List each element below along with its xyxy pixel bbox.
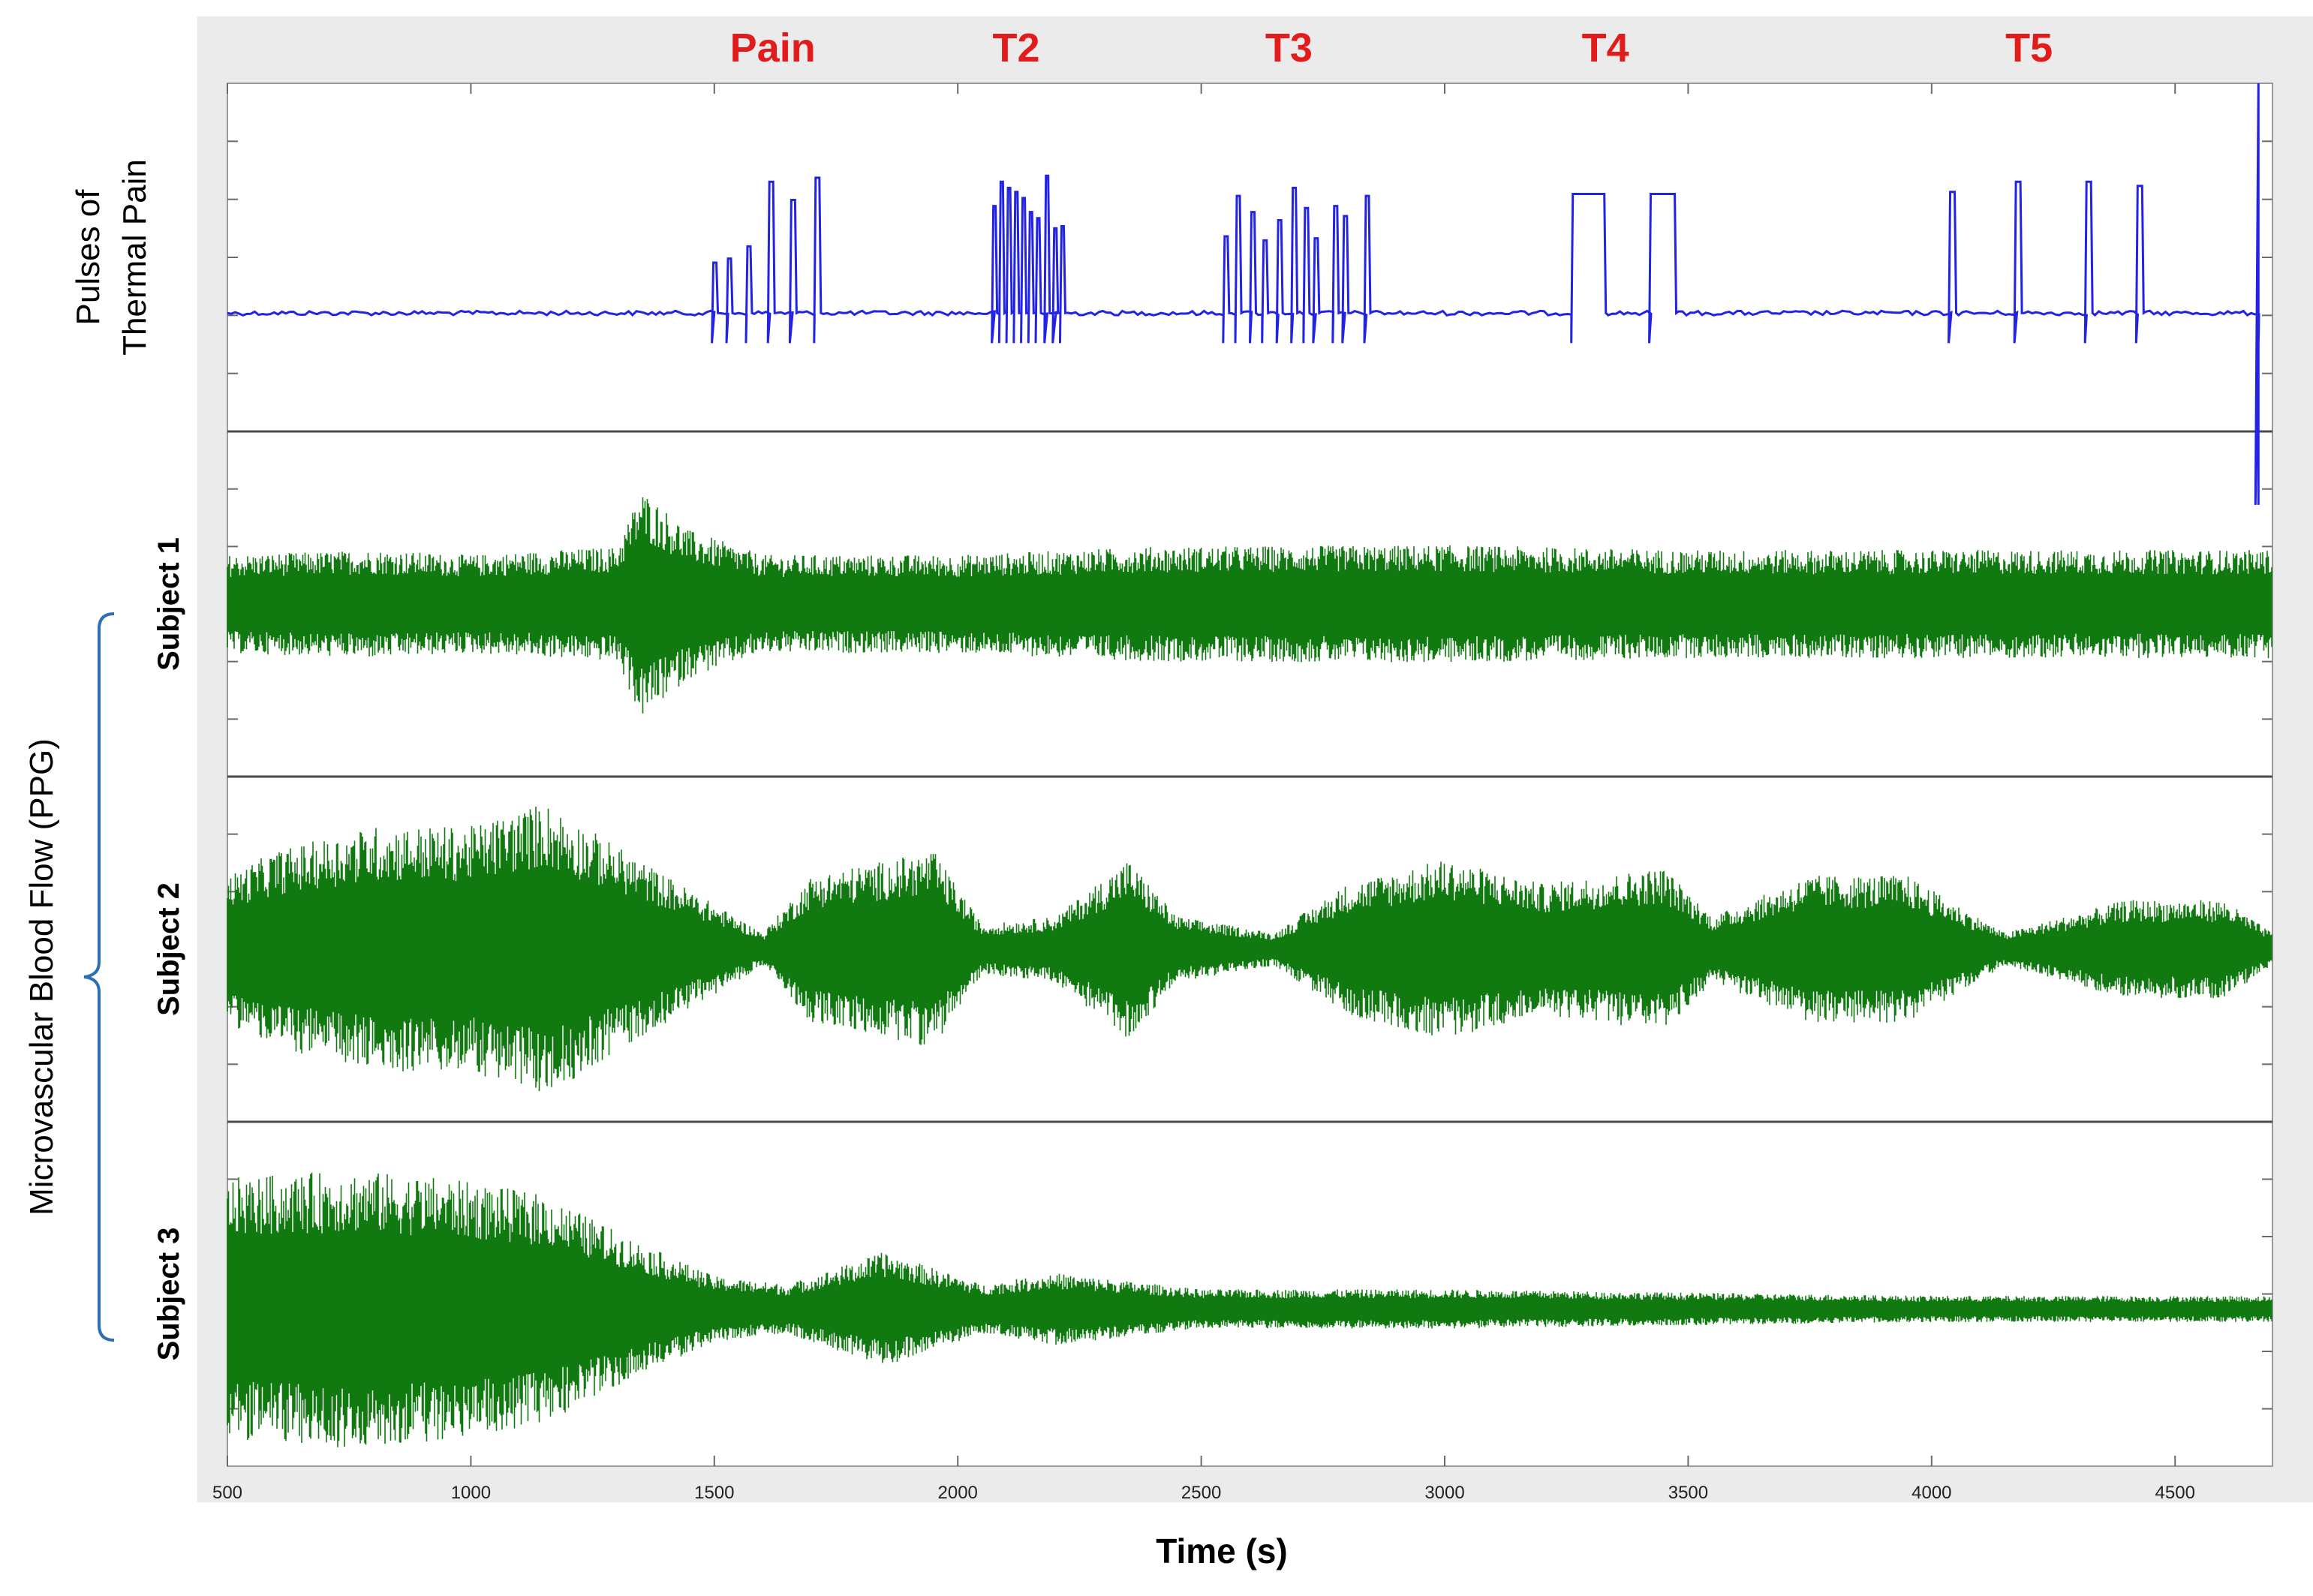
series-subject-3	[227, 1172, 2272, 1447]
x-axis-label: Time (s)	[1156, 1531, 1288, 1570]
annotation-pain: Pain	[730, 26, 816, 71]
series-subject-2	[227, 807, 2272, 1092]
series-subject-1	[227, 497, 2272, 714]
annotation-t4: T4	[1582, 26, 1629, 71]
group-label-text: Microvascular Blood Flow (PPG)	[23, 738, 60, 1216]
panel-label-subject-2: Subject 2	[152, 882, 185, 1016]
x-tick-label: 4500	[2155, 1483, 2195, 1503]
x-tick-label: 2000	[938, 1483, 978, 1503]
x-tick-label: 1500	[694, 1483, 734, 1503]
annotations: Pain T2 T3 T4 T5	[730, 26, 2053, 71]
x-tick-label: 2500	[1181, 1483, 1221, 1503]
panels: Subject 1 Subject 2 Subject 3 Pulses of Ther…	[70, 83, 2272, 1447]
x-tick-label: 1000	[451, 1483, 491, 1503]
panel-label-pain: Pulses of Thermal Pain	[70, 159, 153, 356]
annotation-t5: T5	[2005, 26, 2053, 71]
group-brace	[83, 612, 115, 1342]
series-pain-pulses	[227, 83, 2260, 505]
x-axis: 500 1000 1500 2000 2500 3000 3500 4000 4500	[212, 83, 2195, 1503]
annotation-t3: T3	[1265, 26, 1313, 71]
x-tick-label: 4000	[1911, 1483, 1951, 1503]
group-label: Microvascular Blood Flow (PPG)	[23, 612, 115, 1342]
panel-label-subject-3: Subject 3	[152, 1228, 185, 1361]
x-tick-label: 500	[212, 1483, 242, 1503]
panel-label-pain-line2: Thermal Pain	[116, 159, 153, 356]
panel-label-pain-line1: Pulses of	[70, 189, 107, 326]
panel-label-subject-1: Subject 1	[152, 537, 185, 671]
annotation-t2: T2	[993, 26, 1040, 71]
x-tick-label: 3500	[1668, 1483, 1708, 1503]
x-tick-label: 3000	[1424, 1483, 1464, 1503]
